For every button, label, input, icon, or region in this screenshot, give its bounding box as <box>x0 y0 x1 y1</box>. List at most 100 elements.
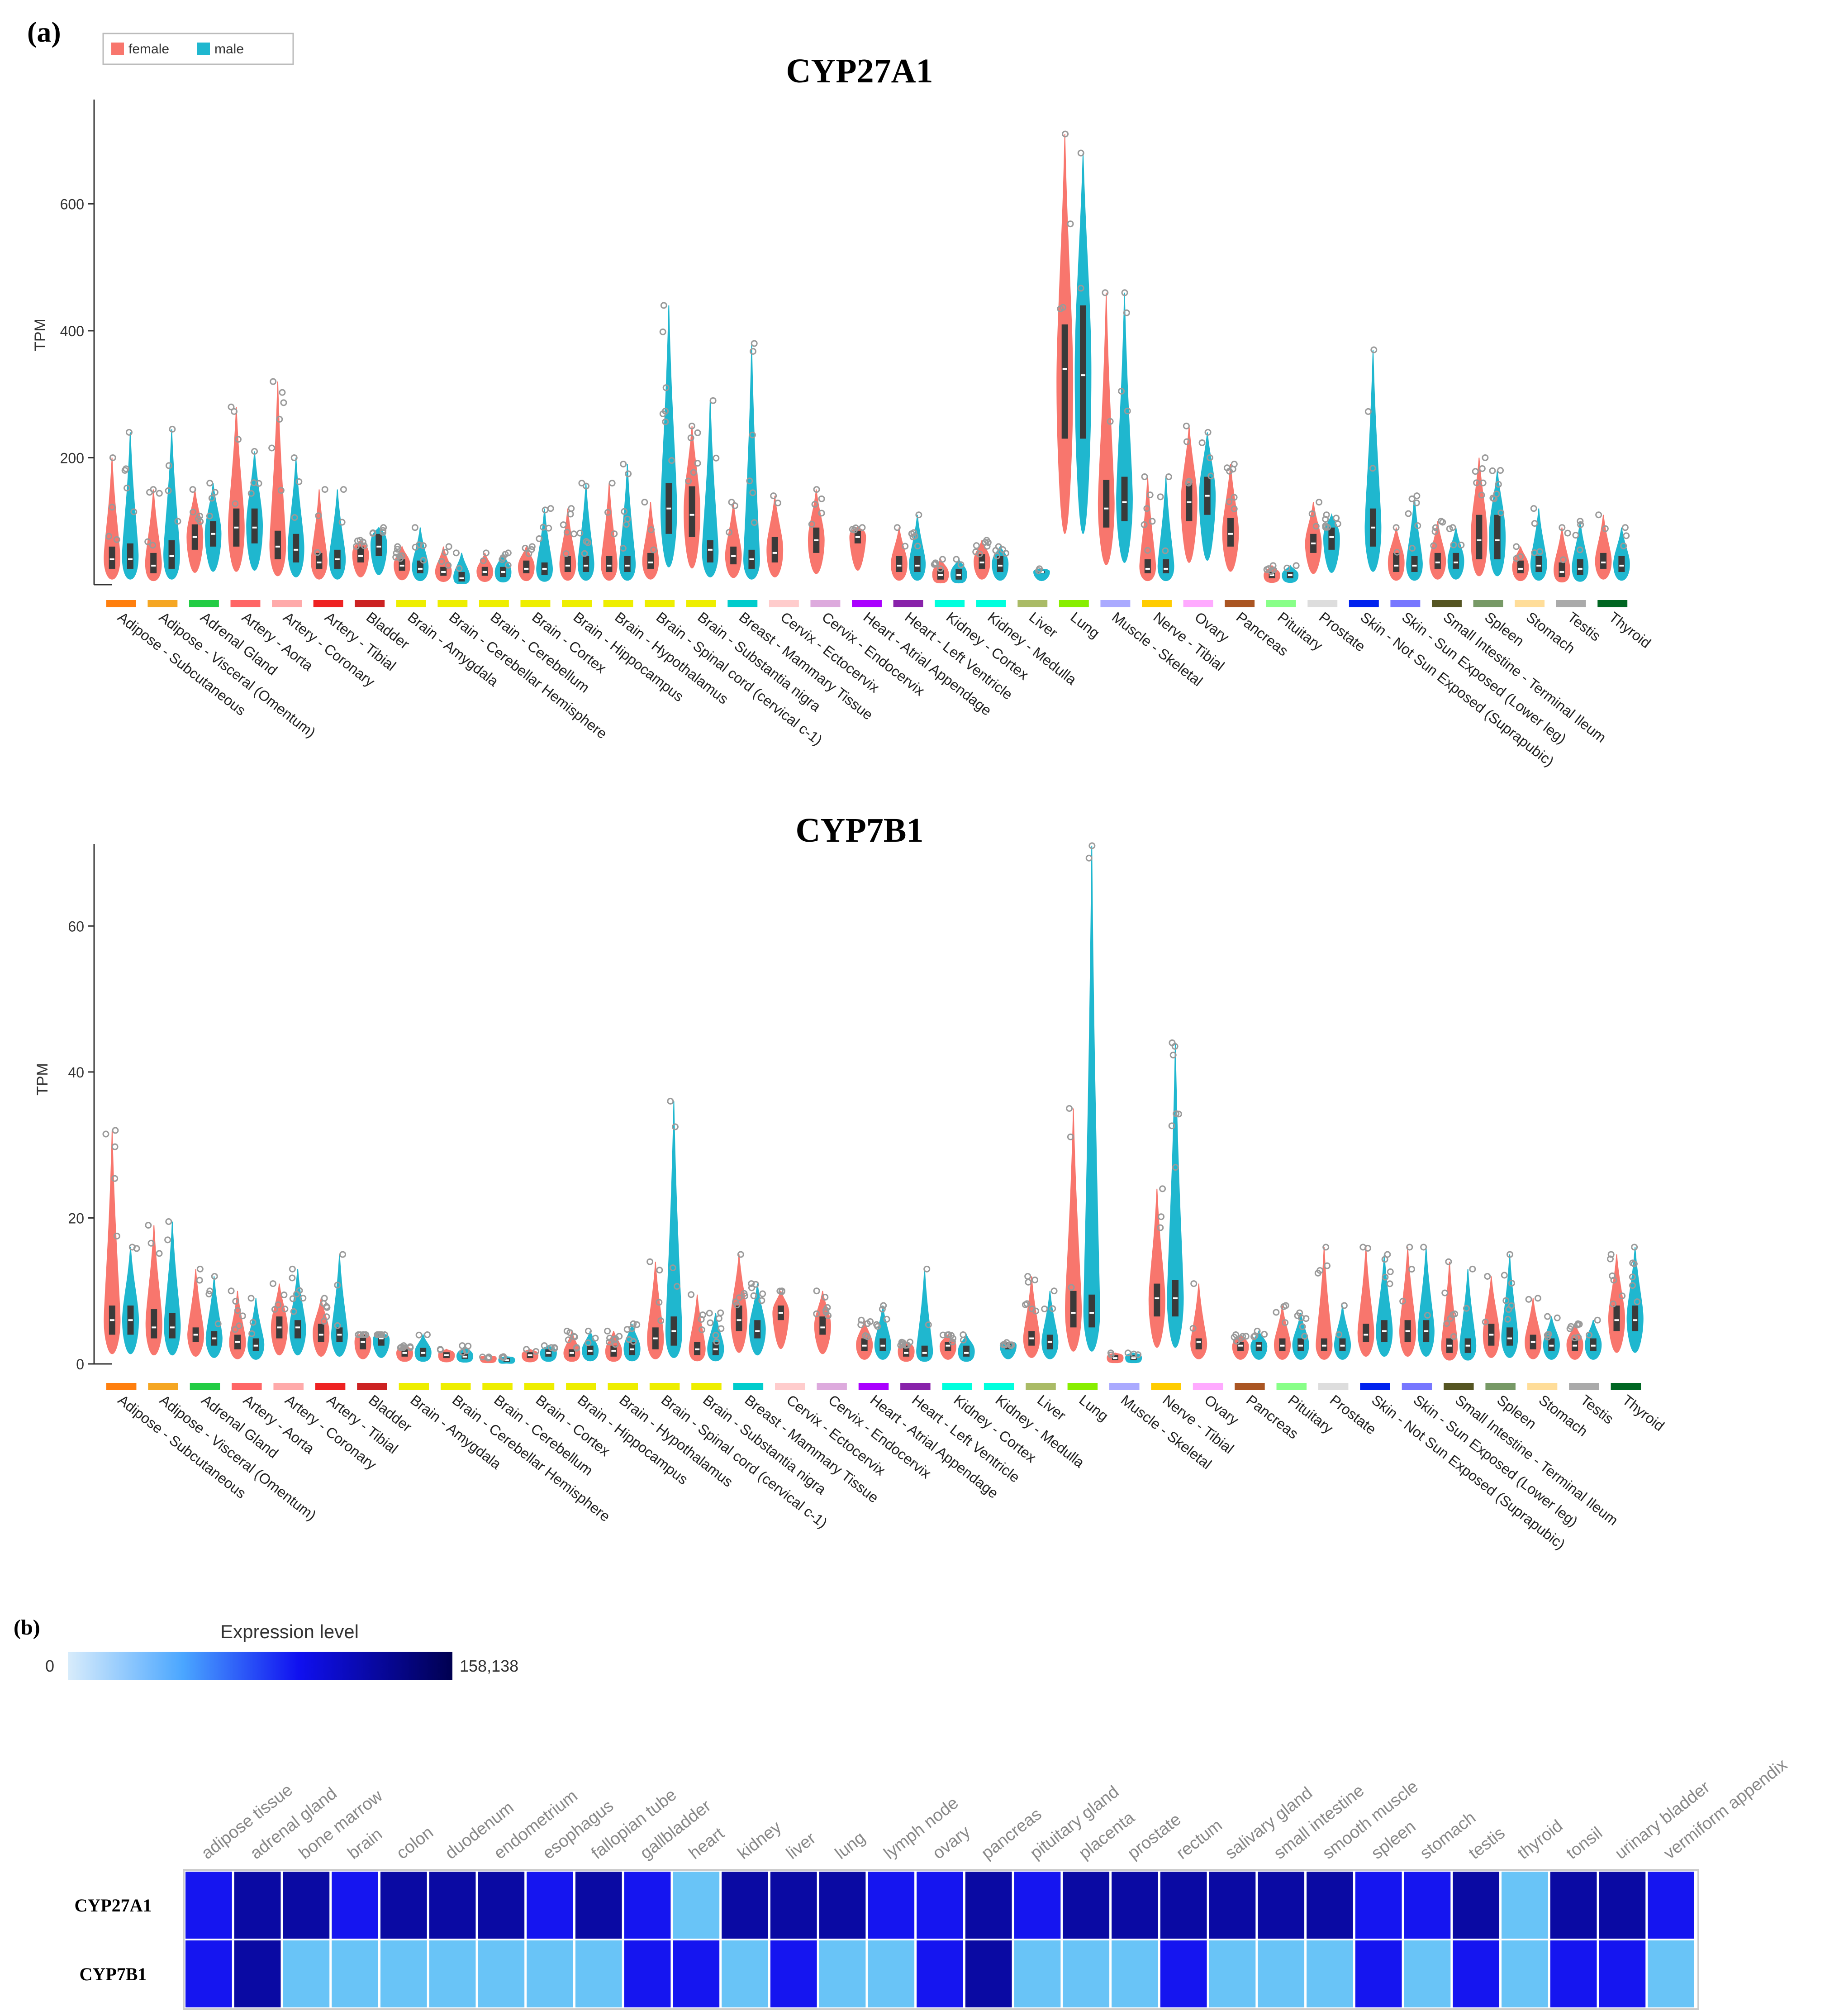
female-outlier-point <box>811 500 818 508</box>
tissue-color-bar <box>357 1383 387 1390</box>
female-median-mark <box>1112 1357 1117 1359</box>
male-outlier-point <box>1384 1251 1391 1258</box>
female-outlier-point <box>442 549 449 556</box>
male-outlier-point <box>1322 515 1329 523</box>
female-median-mark <box>1601 561 1606 563</box>
female-violin <box>559 508 576 581</box>
female-median-mark <box>1228 533 1233 535</box>
male-box <box>127 543 133 569</box>
tissue-color-bar <box>775 1383 805 1390</box>
male-outlier-point <box>1491 495 1498 502</box>
male-outlier-point <box>668 457 675 464</box>
female-violin <box>766 496 784 577</box>
female-median-mark <box>235 1341 240 1343</box>
female-outlier-point <box>604 509 612 516</box>
male-box <box>955 568 962 580</box>
female-violin <box>891 527 908 581</box>
male-outlier-point <box>1621 524 1629 531</box>
female-box <box>819 1316 826 1335</box>
male-outlier-point <box>1507 1251 1514 1258</box>
heatmap-cell <box>1453 1940 1500 2007</box>
male-median-mark <box>1089 1312 1094 1314</box>
male-outlier-point <box>1405 510 1412 517</box>
female-median-mark <box>570 1352 575 1354</box>
heatmap-cell <box>478 1872 525 1939</box>
tissue-color-bar <box>1556 600 1586 607</box>
female-outlier-point <box>1564 529 1571 537</box>
female-outlier-point <box>144 538 152 545</box>
female-outlier-point <box>568 505 575 512</box>
tissue-color-bar <box>190 1383 220 1390</box>
male-outlier-point <box>713 1338 720 1345</box>
y-tick-label: 600 <box>60 196 84 212</box>
female-outlier-point <box>362 1331 370 1338</box>
male-outlier-point <box>1293 562 1300 569</box>
y-axis-label-cyp7b1: TPM <box>34 1063 51 1096</box>
male-violin <box>1041 1291 1059 1359</box>
male-outlier-point <box>953 556 960 563</box>
heatmap-cell <box>332 1872 378 1939</box>
male-outlier-point <box>751 519 758 526</box>
female-outlier-point <box>567 510 574 518</box>
female-outlier-point <box>862 1332 869 1339</box>
male-outlier-point <box>1545 1330 1552 1338</box>
male-outlier-point <box>999 546 1007 553</box>
female-outlier-point <box>1430 542 1437 549</box>
male-median-mark <box>1080 374 1085 377</box>
male-outlier-point <box>718 1325 725 1332</box>
female-outlier-point <box>277 487 285 494</box>
male-median-mark <box>295 1326 300 1329</box>
heatmap-cell <box>770 1872 817 1939</box>
heatmap-column-label: colon <box>393 1823 437 1863</box>
female-median-mark <box>1269 574 1274 576</box>
male-median-mark <box>1256 1344 1261 1347</box>
heatmap-cell <box>1648 1872 1694 1939</box>
tissue-label: Thyroid <box>1606 609 1654 651</box>
male-outlier-point <box>124 484 131 491</box>
male-outlier-point <box>671 1123 679 1130</box>
male-median-mark <box>1578 567 1583 570</box>
female-violin <box>642 502 659 580</box>
female-outlier-point <box>1144 547 1151 554</box>
female-outlier-point <box>606 1339 613 1346</box>
male-outlier-point <box>717 1309 724 1316</box>
female-box <box>109 546 115 569</box>
male-violin <box>1033 568 1050 581</box>
female-outlier-point <box>321 486 328 493</box>
female-median-mark <box>731 555 736 557</box>
female-median-mark <box>938 574 943 576</box>
female-outlier-point <box>1226 467 1233 475</box>
heatmap-cell <box>1355 1940 1402 2007</box>
female-outlier-point <box>737 1251 744 1258</box>
chart-title-cyp7b1: CYP7B1 <box>796 811 924 849</box>
male-outlier-point <box>247 490 255 497</box>
female-outlier-point <box>1322 1244 1330 1251</box>
male-outlier-point <box>1250 1333 1258 1340</box>
female-median-mark <box>1530 1341 1535 1343</box>
tissue-color-bar <box>942 1383 973 1390</box>
female-violin <box>145 1225 162 1356</box>
female-outlier-point <box>239 1312 246 1320</box>
female-outlier-point <box>646 1258 654 1265</box>
male-outlier-point <box>620 460 627 467</box>
female-outlier-point <box>1619 1292 1626 1300</box>
female-median-mark <box>737 1319 741 1321</box>
female-outlier-point <box>228 1287 235 1295</box>
male-outlier-point <box>1424 1312 1431 1319</box>
male-median-mark <box>1329 536 1334 538</box>
female-outlier-point <box>566 1329 574 1336</box>
female-violin <box>1098 292 1115 565</box>
heatmap-cell <box>965 1940 1012 2007</box>
female-outlier-point <box>1441 1289 1449 1296</box>
male-outlier-point <box>1301 1333 1308 1340</box>
female-outlier-point <box>902 543 909 550</box>
male-box <box>1453 553 1459 569</box>
heatmap-cell <box>1453 1872 1500 1939</box>
female-median-mark <box>904 1352 909 1354</box>
female-outlier-point <box>690 469 697 476</box>
female-outlier-point <box>822 1294 829 1301</box>
heatmap-cell <box>332 1940 378 2007</box>
tissue-color-bar <box>1485 1383 1516 1390</box>
male-outlier-point <box>174 518 181 525</box>
male-violin <box>1083 845 1100 1352</box>
